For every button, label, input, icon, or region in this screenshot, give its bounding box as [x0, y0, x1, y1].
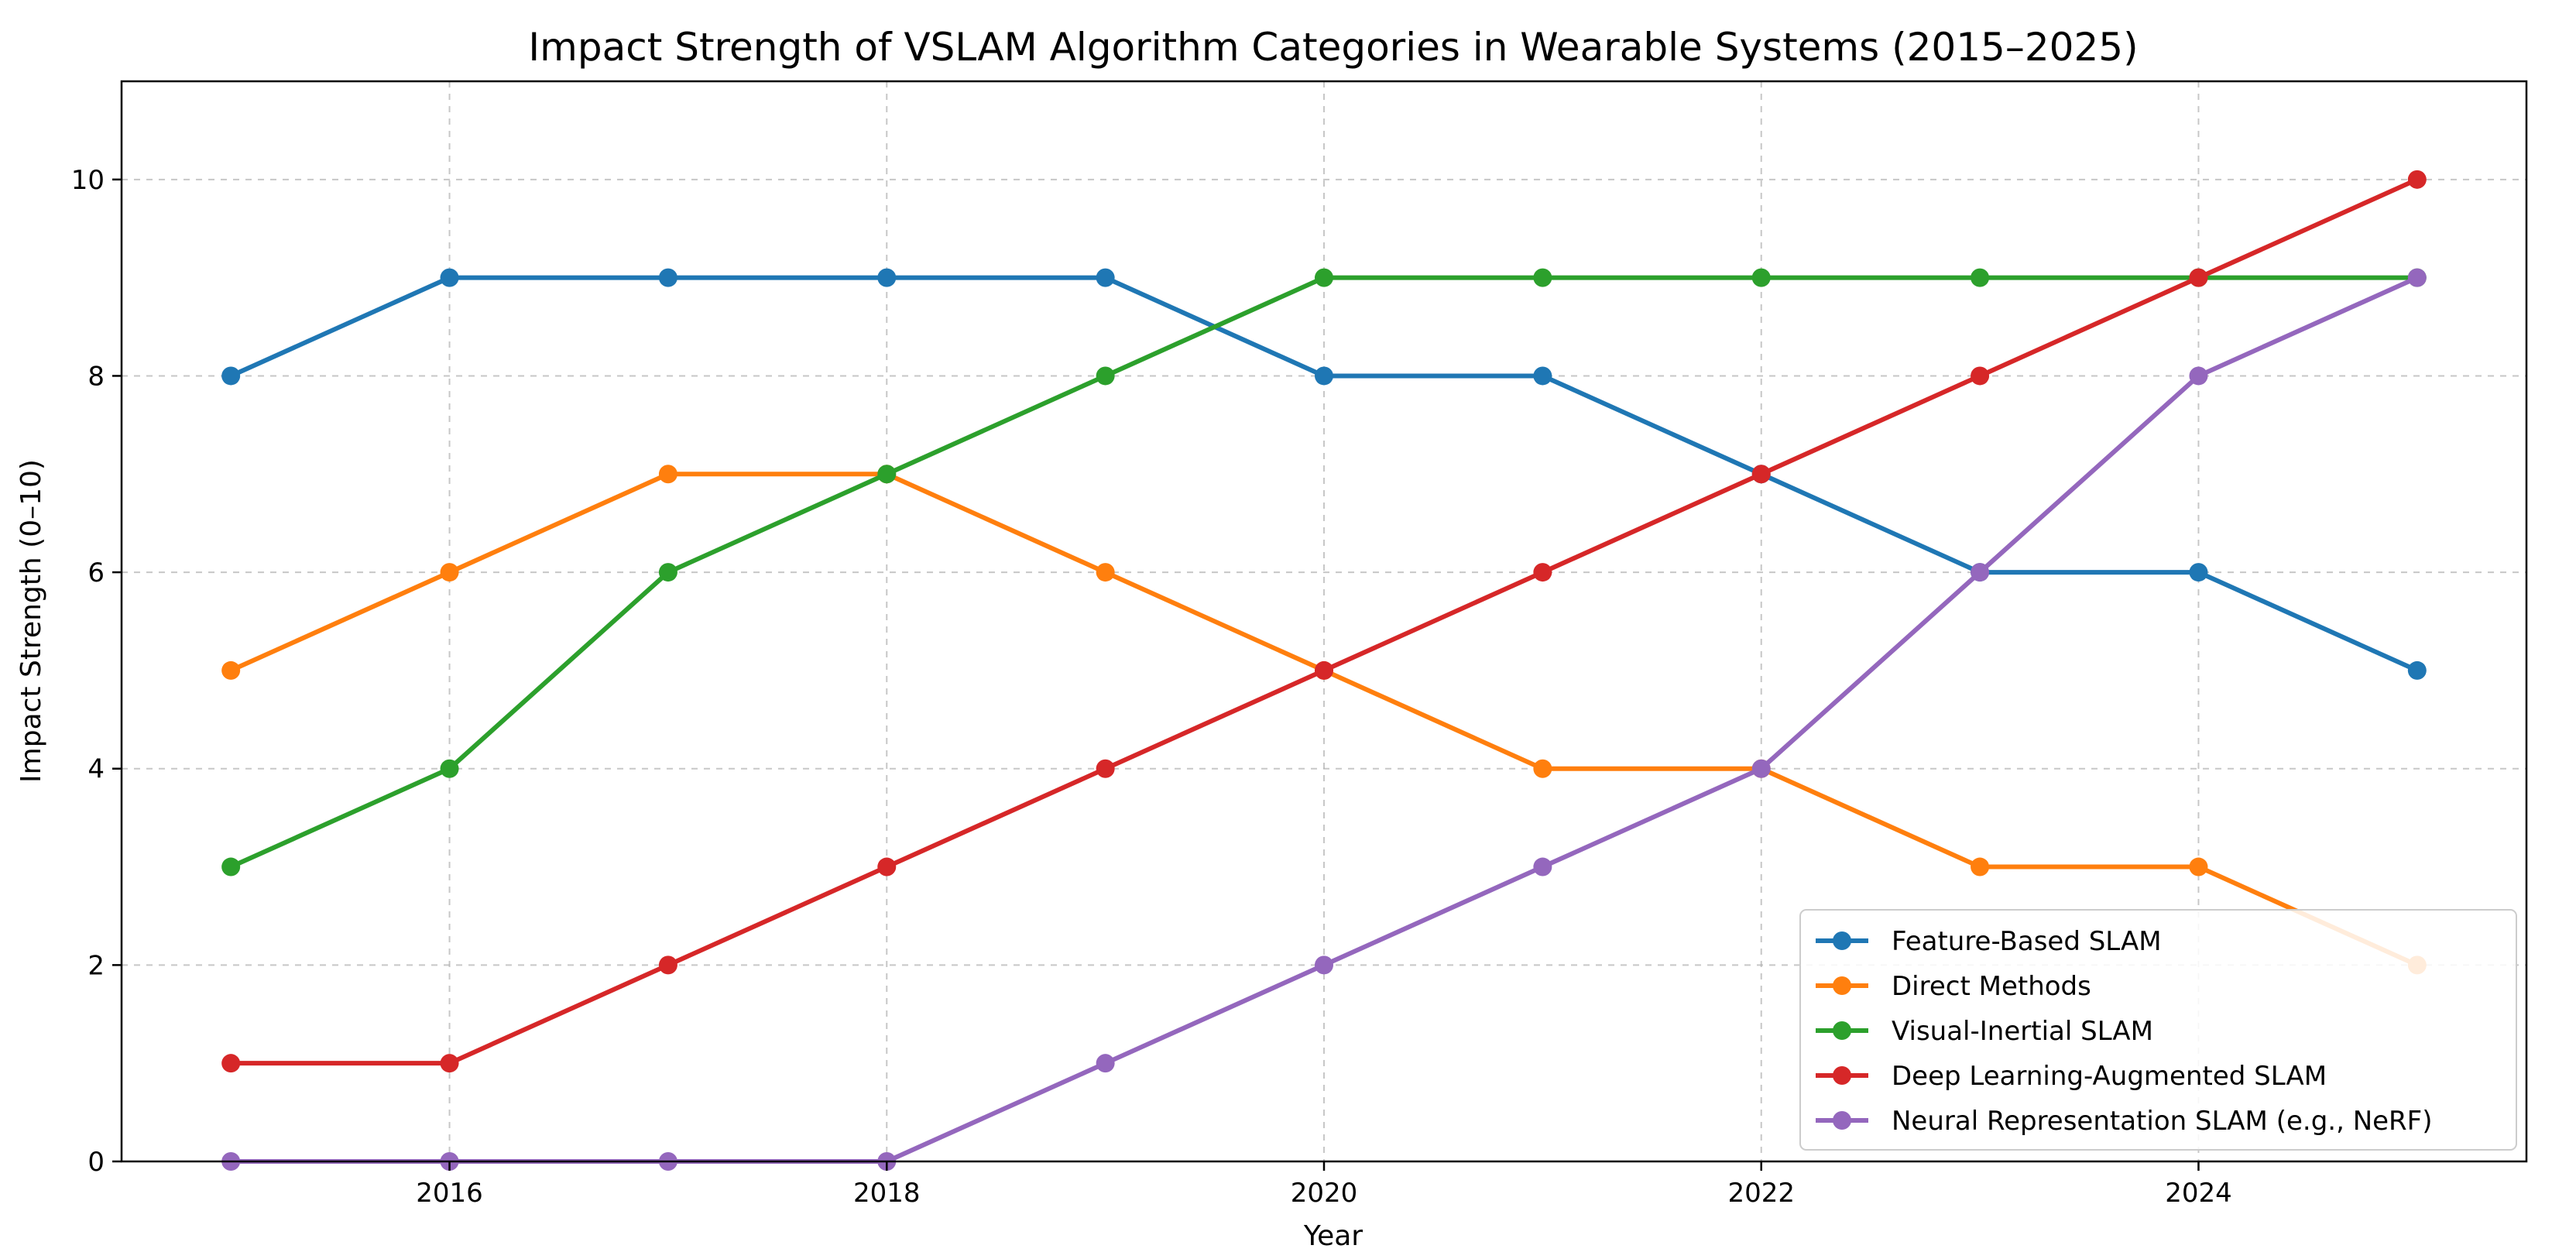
data-point	[1096, 563, 1115, 582]
data-point	[1315, 660, 1333, 680]
data-point	[221, 1054, 241, 1073]
data-point	[1971, 366, 1990, 386]
legend-label: Feature-Based SLAM	[1892, 926, 2162, 957]
data-point	[2407, 170, 2427, 189]
legend-entry-4: Neural Representation SLAM (e.g., NeRF)	[1816, 1106, 2433, 1137]
data-point	[1315, 955, 1333, 975]
data-point	[1533, 366, 1552, 386]
legend-label: Deep Learning-Augmented SLAM	[1892, 1061, 2327, 1092]
data-point	[221, 366, 241, 386]
data-point	[2189, 857, 2208, 876]
data-point	[2189, 563, 2208, 582]
legend-entry-1: Direct Methods	[1816, 971, 2091, 1002]
data-point	[1096, 366, 1115, 386]
data-point	[2189, 268, 2208, 287]
data-point	[1751, 465, 1771, 484]
data-point	[1971, 857, 1990, 876]
legend-marker	[1833, 1111, 1851, 1130]
data-point	[1096, 268, 1115, 287]
data-point	[1315, 366, 1333, 386]
y-tick-label: 0	[87, 1147, 105, 1178]
x-tick-label: 2022	[1727, 1178, 1795, 1209]
legend-entry-0: Feature-Based SLAM	[1816, 926, 2162, 957]
data-point	[1971, 563, 1990, 582]
data-point	[221, 857, 241, 876]
x-axis-label: Year	[1303, 1220, 1363, 1252]
legend-marker	[1833, 1066, 1851, 1085]
legend-marker	[1833, 931, 1851, 950]
data-point	[1096, 1054, 1115, 1073]
data-point	[2189, 366, 2208, 386]
legend-marker	[1833, 976, 1851, 995]
data-point	[1533, 563, 1552, 582]
legend-entry-3: Deep Learning-Augmented SLAM	[1816, 1061, 2327, 1092]
data-point	[221, 660, 241, 680]
data-point	[877, 857, 897, 876]
data-point	[877, 268, 897, 287]
data-point	[877, 465, 897, 484]
y-tick-label: 4	[87, 754, 105, 785]
data-point	[440, 563, 459, 582]
x-tick-label: 2024	[2165, 1178, 2232, 1209]
y-axis-label: Impact Strength (0–10)	[15, 459, 47, 783]
data-point	[1751, 268, 1771, 287]
series-3	[221, 170, 2427, 1073]
legend-label: Visual-Inertial SLAM	[1892, 1016, 2153, 1047]
data-point	[1533, 857, 1552, 876]
data-point	[440, 759, 459, 778]
legend-box	[1799, 909, 2517, 1151]
x-tick-label: 2016	[416, 1178, 483, 1209]
legend-label: Neural Representation SLAM (e.g., NeRF)	[1892, 1106, 2433, 1137]
chart-title: Impact Strength of VSLAM Algorithm Categ…	[528, 25, 2138, 70]
data-point	[658, 465, 677, 484]
legend-label: Direct Methods	[1892, 971, 2091, 1002]
data-point	[2407, 268, 2427, 287]
data-point	[1751, 759, 1771, 778]
legend-entry-2: Visual-Inertial SLAM	[1816, 1016, 2153, 1047]
data-point	[1533, 759, 1552, 778]
data-point	[658, 563, 677, 582]
tick-layer: 2016 2018 2020 2022 2024 0 2 4 6 8 10	[71, 165, 2232, 1209]
data-point	[658, 955, 677, 975]
legend-marker	[1833, 1021, 1851, 1040]
data-point	[1971, 268, 1990, 287]
data-point	[1533, 268, 1552, 287]
y-tick-label: 6	[87, 557, 105, 588]
data-point	[658, 268, 677, 287]
series-layer	[221, 170, 2427, 1171]
data-point	[2407, 660, 2427, 680]
data-point	[1315, 268, 1333, 287]
data-point	[440, 268, 459, 287]
data-point	[1096, 759, 1115, 778]
x-tick-label: 2018	[853, 1178, 921, 1209]
y-tick-label: 2	[87, 950, 105, 981]
data-point	[440, 1054, 459, 1073]
x-tick-label: 2020	[1291, 1178, 1358, 1209]
legend: Feature-Based SLAM Direct Methods Visual-I…	[1799, 909, 2517, 1151]
y-tick-label: 8	[87, 361, 105, 392]
y-tick-label: 10	[71, 165, 105, 196]
